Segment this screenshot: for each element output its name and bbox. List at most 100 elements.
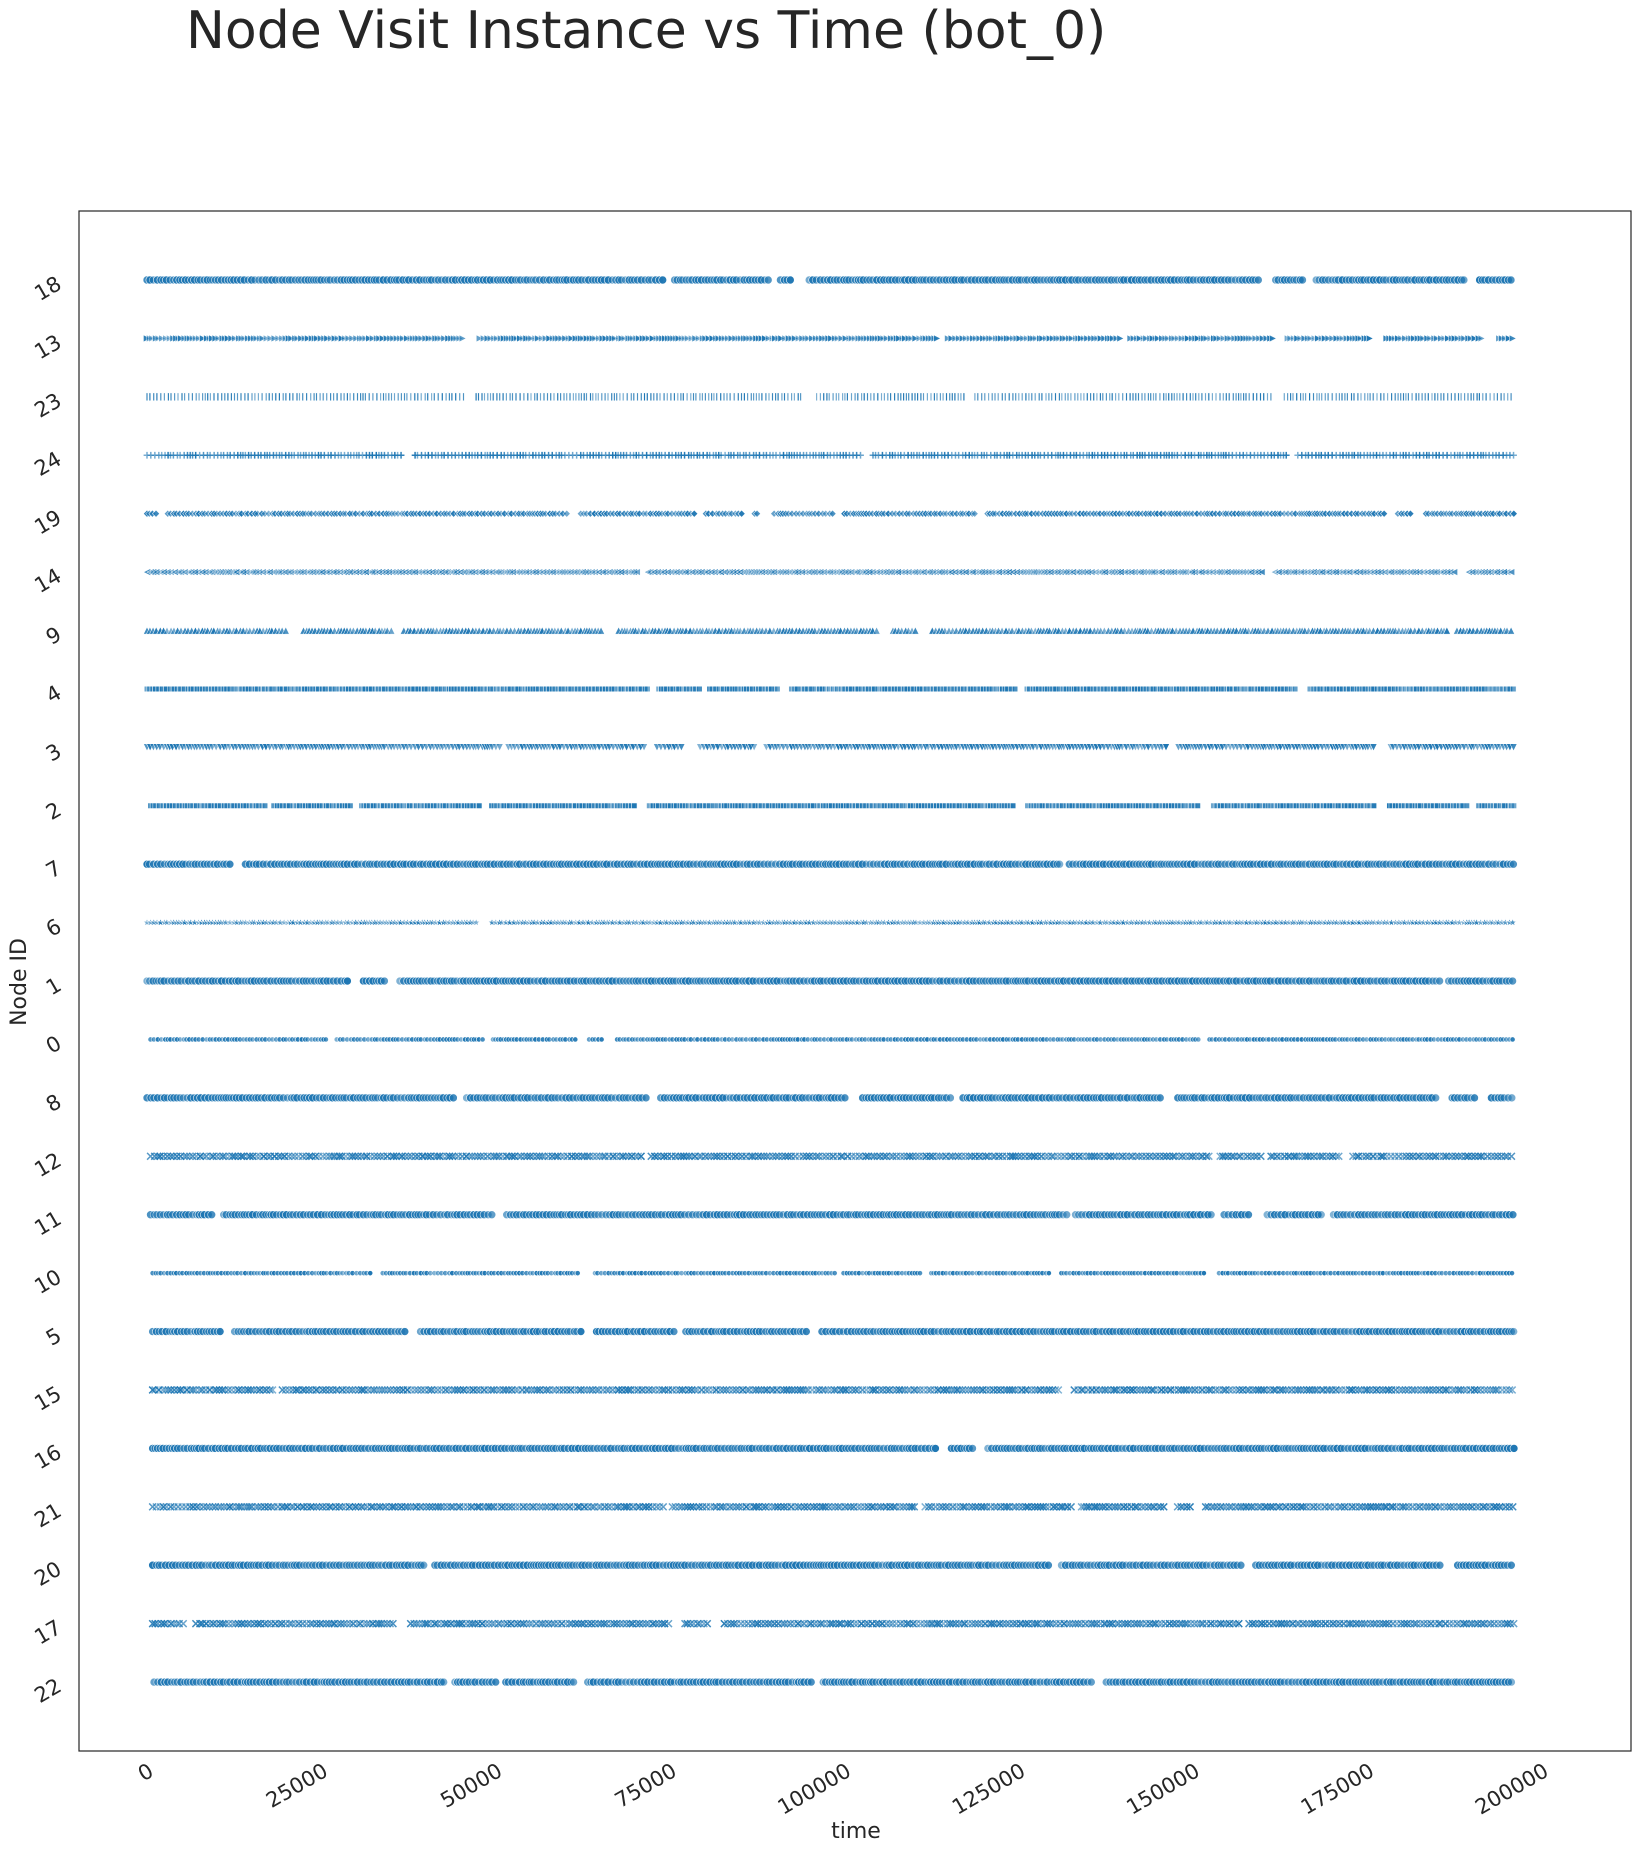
data-point bbox=[1004, 392, 1007, 402]
data-point bbox=[559, 392, 562, 402]
data-point bbox=[448, 392, 451, 402]
data-point bbox=[1510, 802, 1517, 809]
data-point bbox=[613, 392, 616, 402]
data-point bbox=[1269, 392, 1273, 402]
data-point bbox=[199, 334, 208, 343]
data-point bbox=[1433, 392, 1437, 402]
data-point bbox=[694, 392, 698, 402]
data-point bbox=[539, 392, 542, 402]
data-point bbox=[556, 392, 559, 402]
data-point bbox=[159, 392, 162, 402]
data-point bbox=[152, 392, 155, 402]
data-point bbox=[1320, 392, 1323, 402]
data-point bbox=[1092, 392, 1095, 402]
data-point bbox=[822, 392, 825, 402]
data-point bbox=[261, 802, 269, 809]
data-point bbox=[315, 392, 318, 402]
data-point bbox=[1331, 392, 1334, 402]
data-point bbox=[1121, 392, 1124, 402]
data-point bbox=[980, 392, 983, 402]
data-point bbox=[206, 392, 209, 402]
data-point bbox=[996, 392, 1000, 402]
data-point bbox=[856, 392, 860, 402]
data-point bbox=[983, 392, 987, 402]
data-point bbox=[480, 392, 484, 402]
data-point bbox=[1252, 392, 1255, 402]
data-point bbox=[1076, 392, 1080, 402]
data-point bbox=[785, 275, 795, 285]
data-point bbox=[390, 392, 393, 402]
data-point bbox=[1040, 392, 1044, 402]
data-point bbox=[359, 392, 362, 402]
data-point bbox=[767, 392, 771, 402]
data-point bbox=[907, 392, 910, 402]
data-point bbox=[214, 334, 224, 343]
data-point bbox=[1111, 392, 1114, 402]
data-point bbox=[332, 392, 335, 402]
data-point bbox=[396, 392, 400, 402]
data-point bbox=[976, 392, 980, 402]
data-point bbox=[483, 392, 486, 402]
data-point bbox=[1055, 859, 1064, 869]
data-point bbox=[846, 392, 849, 402]
data-point bbox=[339, 392, 343, 402]
data-point bbox=[233, 392, 236, 402]
data-point bbox=[236, 392, 239, 402]
data-point bbox=[542, 392, 546, 402]
data-point bbox=[1299, 392, 1302, 402]
data-point bbox=[284, 392, 288, 402]
data-point bbox=[1506, 275, 1516, 285]
data-point bbox=[1475, 392, 1479, 402]
data-point bbox=[574, 392, 578, 402]
data-point bbox=[780, 392, 784, 402]
data-point bbox=[1509, 392, 1513, 402]
series-node-24 bbox=[143, 451, 1517, 459]
data-point bbox=[1211, 392, 1214, 402]
data-point bbox=[318, 392, 322, 402]
data-point bbox=[594, 392, 598, 402]
data-point bbox=[1259, 392, 1262, 402]
data-point bbox=[1204, 392, 1207, 402]
data-point bbox=[335, 392, 339, 402]
data-point bbox=[1340, 392, 1344, 402]
data-point bbox=[514, 392, 518, 402]
data-point bbox=[1478, 392, 1481, 402]
data-point bbox=[1459, 275, 1469, 285]
data-point bbox=[1324, 392, 1327, 402]
data-point bbox=[666, 392, 669, 402]
data-point bbox=[305, 392, 308, 402]
data-point bbox=[1510, 451, 1517, 459]
data-point bbox=[948, 392, 951, 402]
data-point bbox=[1034, 392, 1037, 402]
data-point bbox=[384, 392, 388, 402]
data-point bbox=[1101, 392, 1105, 402]
data-point bbox=[725, 392, 729, 402]
data-point bbox=[1356, 392, 1360, 402]
data-point bbox=[1481, 392, 1485, 402]
data-point bbox=[271, 392, 274, 402]
data-point bbox=[191, 392, 194, 402]
data-point bbox=[763, 275, 773, 285]
data-point bbox=[1424, 392, 1427, 402]
data-point bbox=[1020, 392, 1024, 402]
data-point bbox=[209, 392, 212, 402]
data-point bbox=[926, 392, 929, 402]
data-point bbox=[304, 334, 313, 343]
data-point bbox=[1366, 392, 1369, 402]
data-point bbox=[518, 392, 522, 402]
data-point bbox=[1359, 392, 1363, 402]
data-point bbox=[1095, 392, 1099, 402]
data-point bbox=[436, 392, 440, 402]
data-point bbox=[935, 392, 939, 402]
data-point bbox=[565, 392, 568, 402]
data-point bbox=[902, 392, 905, 402]
data-point bbox=[1338, 392, 1341, 402]
data-point bbox=[872, 392, 876, 402]
data-point bbox=[941, 392, 945, 402]
data-point bbox=[1407, 392, 1410, 402]
data-point bbox=[1105, 392, 1108, 402]
data-point bbox=[441, 392, 444, 402]
data-point bbox=[274, 392, 277, 402]
data-point bbox=[707, 392, 710, 402]
data-point bbox=[458, 392, 461, 402]
